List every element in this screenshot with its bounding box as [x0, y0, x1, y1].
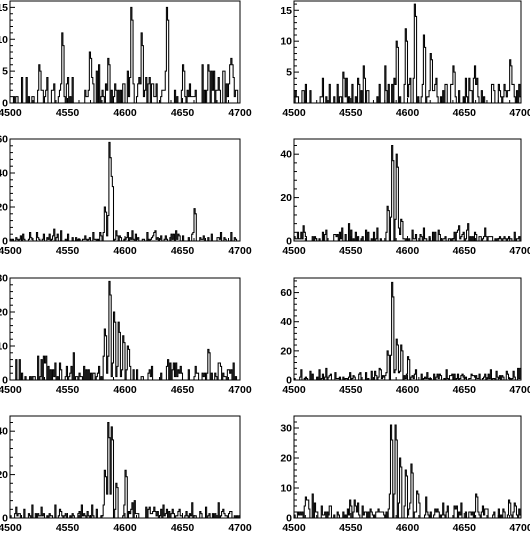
- y-tick-label: 10: [280, 483, 292, 495]
- x-tick-label: 4650: [171, 384, 195, 396]
- histogram-panel-5: 4500 4550 4600 4650 4700 0 10 20 30: [0, 273, 252, 397]
- y-tick-label: 40: [280, 316, 292, 328]
- y-tick-label: 40: [0, 168, 8, 180]
- histogram-panel-4: 4500 4550 4600 4650 4700 0 20 40: [280, 138, 530, 257]
- y-tick-label: 0: [286, 375, 292, 387]
- x-tick-label: 4500: [0, 245, 22, 257]
- y-tick-label: 0: [286, 513, 292, 525]
- y-tick-label: 40: [280, 149, 292, 161]
- x-tick-label: 4500: [282, 245, 306, 257]
- x-tick-label: 4550: [339, 384, 363, 396]
- y-tick-label: 20: [0, 469, 8, 481]
- x-tick-label: 4600: [396, 384, 420, 396]
- x-tick-label: 4550: [56, 107, 80, 119]
- x-tick-label: 4650: [453, 107, 477, 119]
- y-tick-label: 10: [280, 36, 292, 48]
- x-tick-label: 4650: [453, 522, 477, 533]
- x-tick-label: 4600: [396, 522, 420, 533]
- y-tick-label: 20: [280, 192, 292, 204]
- y-tick-label: 0: [2, 375, 8, 387]
- histogram-line: [9, 141, 240, 242]
- x-tick-label: 4600: [113, 245, 137, 257]
- x-tick-label: 4500: [282, 107, 306, 119]
- x-tick-label: 4600: [396, 107, 420, 119]
- y-tick-label: 15: [280, 5, 292, 17]
- x-tick-label: 4650: [171, 245, 195, 257]
- x-tick-label: 4700: [509, 245, 530, 257]
- histogram-panel-2: 4500 4550 4600 4650 4700 5 10 15: [280, 0, 530, 119]
- histogram-line: [294, 3, 522, 104]
- x-tick-label: 4550: [56, 522, 80, 533]
- x-tick-label: 4700: [228, 245, 252, 257]
- y-tick-label: 20: [280, 453, 292, 465]
- histogram-line: [10, 6, 240, 104]
- x-tick-label: 4650: [453, 245, 477, 257]
- x-tick-label: 4700: [509, 384, 530, 396]
- x-tick-label: 4650: [453, 384, 477, 396]
- y-tick-label: 20: [0, 307, 8, 319]
- histogram-line: [293, 281, 522, 381]
- x-tick-label: 4650: [171, 522, 195, 533]
- plot-frame: [9, 138, 241, 242]
- plot-frame: [293, 138, 522, 242]
- x-tick-label: 4650: [171, 107, 195, 119]
- x-tick-label: 4700: [509, 522, 530, 533]
- x-tick-label: 4550: [339, 107, 363, 119]
- histogram-panel-8: 4500 4550 4600 4650 4700 0 10 20 30: [280, 415, 530, 533]
- x-tick-label: 4600: [113, 107, 137, 119]
- y-tick-label: 0: [2, 236, 8, 248]
- histogram-panel-3: 4500 4550 4600 4650 4700 0 20 40 60: [0, 134, 252, 258]
- x-tick-label: 4550: [339, 245, 363, 257]
- x-tick-label: 4700: [228, 384, 252, 396]
- y-tick-label: 20: [280, 345, 292, 357]
- x-tick-label: 4550: [56, 384, 80, 396]
- y-tick-label: 30: [0, 273, 8, 285]
- x-tick-label: 4700: [228, 107, 252, 119]
- x-tick-label: 4550: [339, 522, 363, 533]
- x-tick-label: 4600: [113, 384, 137, 396]
- y-tick-label: 20: [0, 202, 8, 214]
- x-tick-label: 4500: [282, 522, 306, 533]
- x-tick-label: 4700: [509, 107, 530, 119]
- histogram-line: [293, 424, 522, 519]
- y-tick-label: 0: [286, 236, 292, 248]
- y-tick-label: 60: [0, 134, 8, 146]
- y-tick-label: 60: [280, 287, 292, 299]
- x-tick-label: 4600: [113, 522, 137, 533]
- y-tick-label: 5: [2, 66, 8, 78]
- x-tick-label: 4500: [0, 384, 22, 396]
- x-tick-label: 4700: [228, 522, 252, 533]
- x-tick-label: 4550: [56, 245, 80, 257]
- y-tick-label: 0: [2, 98, 8, 110]
- x-tick-label: 4500: [0, 107, 22, 119]
- x-tick-label: 4500: [0, 522, 22, 533]
- y-tick-label: 30: [280, 423, 292, 435]
- histogram-line: [9, 421, 241, 519]
- y-tick-label: 10: [0, 341, 8, 353]
- x-tick-label: 4600: [396, 245, 420, 257]
- histogram-panel-1: 4500 4550 4600 4650 4700 0 5 10 15: [0, 0, 252, 119]
- histogram-line: [10, 280, 240, 381]
- x-tick-label: 4500: [282, 384, 306, 396]
- y-tick-label: 5: [286, 67, 292, 79]
- histogram-line: [293, 144, 521, 242]
- y-tick-label: 15: [0, 2, 8, 14]
- histogram-panel-7: 4500 4550 4600 4650 4700 0 20 40: [0, 415, 252, 533]
- y-tick-label: 40: [0, 426, 8, 438]
- y-tick-label: 0: [2, 513, 8, 525]
- histogram-panel-6: 4500 4550 4600 4650 4700 0 20 40 60: [280, 277, 530, 396]
- y-tick-label: 10: [0, 34, 8, 46]
